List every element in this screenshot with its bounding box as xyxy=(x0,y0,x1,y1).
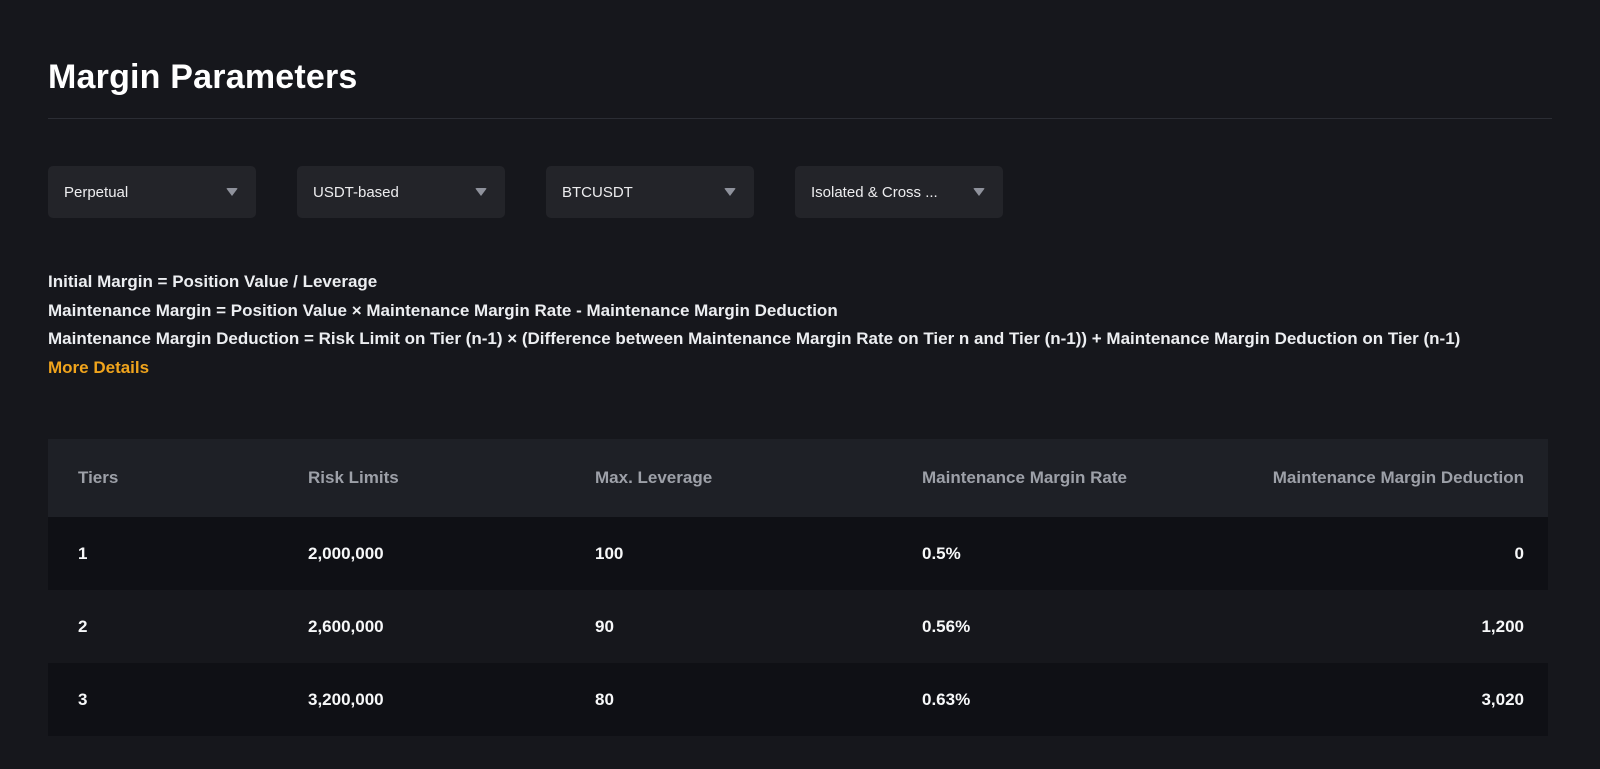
table-row: 2 2,600,000 90 0.56% 1,200 xyxy=(48,590,1548,663)
maintenance-margin-deduction-value: 0 xyxy=(1514,543,1524,563)
header-max-leverage: Max. Leverage xyxy=(595,468,713,487)
maintenance-margin-deduction-value: 1,200 xyxy=(1481,616,1524,636)
header-maintenance-margin-deduction: Maintenance Margin Deduction xyxy=(1272,468,1524,487)
more-details-link[interactable]: More Details xyxy=(48,357,150,377)
maintenance-margin-deduction-formula: Maintenance Margin Deduction = Risk Limi… xyxy=(48,329,1461,348)
max-leverage-value: 100 xyxy=(595,543,624,563)
contract-type-value: Perpetual xyxy=(64,183,129,201)
maintenance-margin-rate-value: 0.56% xyxy=(922,616,971,636)
table-header-row: Tiers Risk Limits Max. Leverage Maintena… xyxy=(48,439,1548,517)
tier-value: 3 xyxy=(78,689,88,709)
settlement-coin-dropdown[interactable]: USDT-based xyxy=(297,166,505,218)
symbol-value: BTCUSDT xyxy=(562,183,633,201)
tier-value: 2 xyxy=(78,616,88,636)
filter-bar: Perpetual USDT-based BTCUSDT Isolated & … xyxy=(48,166,1552,218)
margin-mode-dropdown[interactable]: Isolated & Cross ... xyxy=(795,166,1003,218)
chevron-down-icon xyxy=(973,188,985,196)
table-row: 3 3,200,000 80 0.63% 3,020 xyxy=(48,663,1548,736)
risk-limit-value: 2,600,000 xyxy=(308,616,384,636)
settlement-coin-value: USDT-based xyxy=(313,183,399,201)
chevron-down-icon xyxy=(724,188,736,196)
header-risk-limits: Risk Limits xyxy=(308,468,399,487)
contract-type-dropdown[interactable]: Perpetual xyxy=(48,166,256,218)
page-title: Margin Parameters xyxy=(48,58,358,96)
chevron-down-icon xyxy=(226,188,238,196)
initial-margin-formula: Initial Margin = Position Value / Levera… xyxy=(48,272,378,291)
formula-block: Initial Margin = Position Value / Levera… xyxy=(48,268,1552,382)
chevron-down-icon xyxy=(475,188,487,196)
title-divider xyxy=(48,118,1552,119)
maintenance-margin-formula: Maintenance Margin = Position Value × Ma… xyxy=(48,300,838,320)
margin-tiers-table: Tiers Risk Limits Max. Leverage Maintena… xyxy=(48,439,1548,736)
maintenance-margin-rate-value: 0.5% xyxy=(922,543,961,563)
maintenance-margin-rate-value: 0.63% xyxy=(922,689,971,709)
max-leverage-value: 90 xyxy=(595,616,614,636)
table-row: 1 2,000,000 100 0.5% 0 xyxy=(48,517,1548,590)
max-leverage-value: 80 xyxy=(595,689,614,709)
header-maintenance-margin-rate: Maintenance Margin Rate xyxy=(922,468,1127,487)
risk-limit-value: 3,200,000 xyxy=(308,689,384,709)
margin-mode-value: Isolated & Cross ... xyxy=(811,183,938,201)
tier-value: 1 xyxy=(78,543,88,563)
symbol-dropdown[interactable]: BTCUSDT xyxy=(546,166,754,218)
margin-parameters-page: Margin Parameters Perpetual USDT-based B… xyxy=(0,56,1600,736)
risk-limit-value: 2,000,000 xyxy=(308,543,384,563)
header-tiers: Tiers xyxy=(78,468,119,487)
maintenance-margin-deduction-value: 3,020 xyxy=(1481,689,1524,709)
